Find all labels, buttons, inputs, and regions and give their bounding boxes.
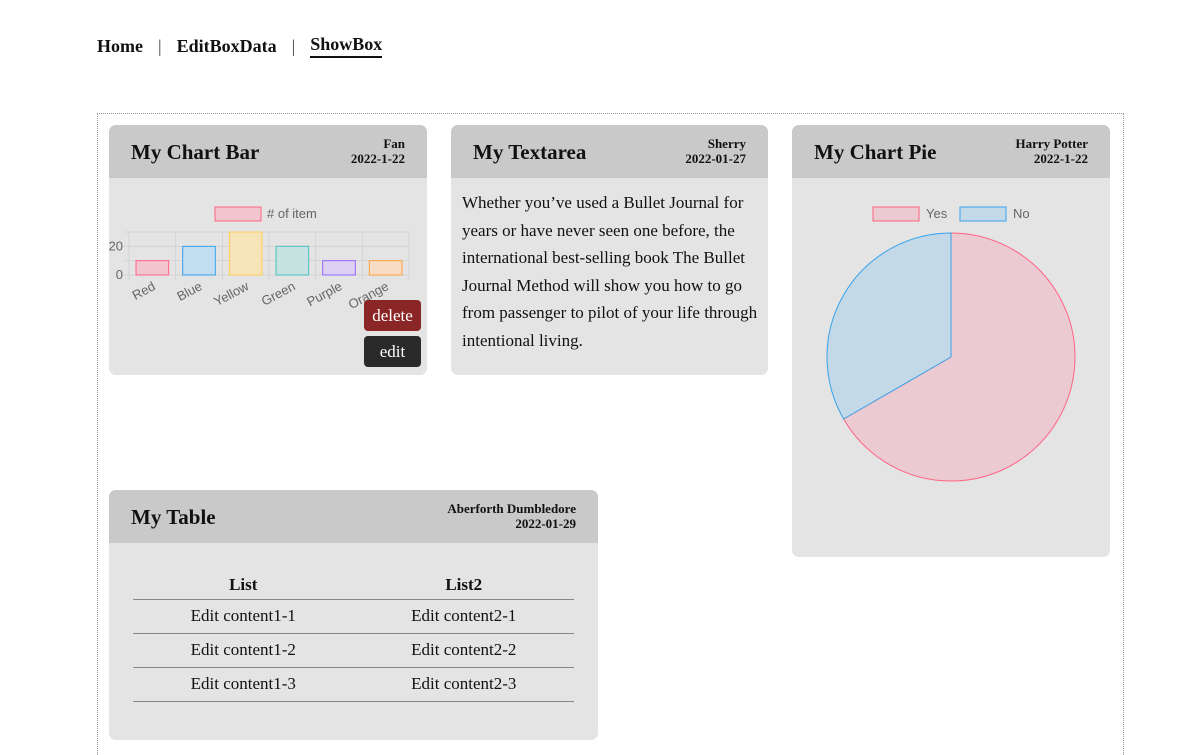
top-nav: Home | EditBoxData | ShowBox: [97, 34, 383, 58]
pie-slice: [826, 232, 952, 420]
bar: [368, 260, 403, 276]
nav-home-link[interactable]: Home: [97, 35, 143, 56]
table-row: Edit content1-2 Edit content2-2: [133, 633, 574, 668]
nav-showbox-link[interactable]: ShowBox: [310, 34, 383, 58]
nav-separator: |: [291, 35, 296, 56]
x-tick-label: Red: [130, 278, 158, 302]
legend-swatch: [959, 206, 1007, 222]
x-tick-label: Purple: [304, 278, 344, 309]
bar: [322, 260, 356, 276]
table-cell: Edit content2-2: [353, 633, 574, 668]
legend-swatch: [872, 206, 920, 222]
card-title: My Table: [131, 505, 216, 529]
bar: [182, 245, 216, 276]
legend-label: No: [1013, 206, 1030, 221]
card-title: My Chart Bar: [131, 140, 260, 164]
legend-swatch: [214, 206, 262, 222]
table-cell: Edit content1-1: [133, 599, 354, 634]
nav-separator: |: [157, 35, 162, 56]
edit-button[interactable]: edit: [364, 336, 421, 367]
column-header: List: [133, 572, 354, 600]
card-meta: Harry Potter 2022-1-22: [1015, 136, 1088, 166]
card-date: 2022-01-29: [515, 516, 576, 531]
chart-bar-card[interactable]: My Chart Bar Fan 2022-1-22 20 0 Red Blue Yel…: [109, 125, 427, 375]
table-cell: Edit content1-3: [133, 667, 354, 702]
card-meta: Aberforth Dumbledore 2022-01-29: [447, 501, 576, 531]
card-meta: Sherry 2022-01-27: [685, 136, 746, 166]
table-row: Edit content1-1 Edit content2-1: [133, 599, 574, 634]
legend-label: # of item: [267, 206, 317, 221]
y-tick-label: 0: [116, 267, 123, 282]
nav-editboxdata-link[interactable]: EditBoxData: [176, 35, 277, 56]
pie-chart: Yes No: [826, 206, 1076, 482]
chart-pie-card[interactable]: My Chart Pie Harry Potter 2022-1-22 Yes N…: [792, 125, 1110, 557]
card-meta: Fan 2022-1-22: [351, 136, 405, 166]
card-author: Sherry: [707, 136, 746, 151]
bar: [228, 231, 263, 276]
table-header-row: List List2: [133, 572, 574, 600]
card-author: Fan: [383, 136, 405, 151]
data-table: List List2 Edit content1-1 Edit content2…: [133, 572, 574, 702]
table-cell: Edit content2-1: [353, 599, 574, 634]
table-cell: Edit content1-2: [133, 633, 354, 668]
card-header: My Chart Pie Harry Potter 2022-1-22: [792, 125, 1110, 178]
card-date: 2022-01-27: [685, 151, 746, 166]
x-tick-label: Green: [259, 278, 298, 308]
card-author: Aberforth Dumbledore: [447, 501, 576, 516]
x-tick-label: Yellow: [211, 278, 251, 309]
card-title: My Chart Pie: [814, 140, 937, 164]
table-row: Edit content1-3 Edit content2-3: [133, 667, 574, 702]
delete-button[interactable]: delete: [364, 300, 421, 331]
bar: [275, 245, 310, 276]
card-title: My Textarea: [473, 140, 587, 164]
legend-label: Yes: [926, 206, 948, 221]
card-header: My Table Aberforth Dumbledore 2022-01-29: [109, 490, 598, 543]
card-date: 2022-1-22: [350, 151, 405, 166]
card-header: My Chart Bar Fan 2022-1-22: [109, 125, 427, 178]
card-date: 2022-1-22: [1033, 151, 1088, 166]
pie-slice: [842, 232, 1076, 482]
x-tick-label: Blue: [174, 278, 204, 303]
textarea-card[interactable]: My Textarea Sherry 2022-01-27 Whether yo…: [451, 125, 768, 375]
card-author: Harry Potter: [1015, 136, 1088, 151]
table-cell: Edit content2-3: [353, 667, 574, 702]
card-header: My Textarea Sherry 2022-01-27: [451, 125, 768, 178]
column-header: List2: [353, 572, 574, 600]
box-board: [97, 113, 1124, 755]
bar: [135, 260, 170, 276]
table-card[interactable]: My Table Aberforth Dumbledore 2022-01-29…: [109, 490, 598, 740]
y-tick-label: 20: [109, 238, 123, 253]
textarea-content: Whether you’ve used a Bullet Journal for…: [462, 193, 758, 350]
